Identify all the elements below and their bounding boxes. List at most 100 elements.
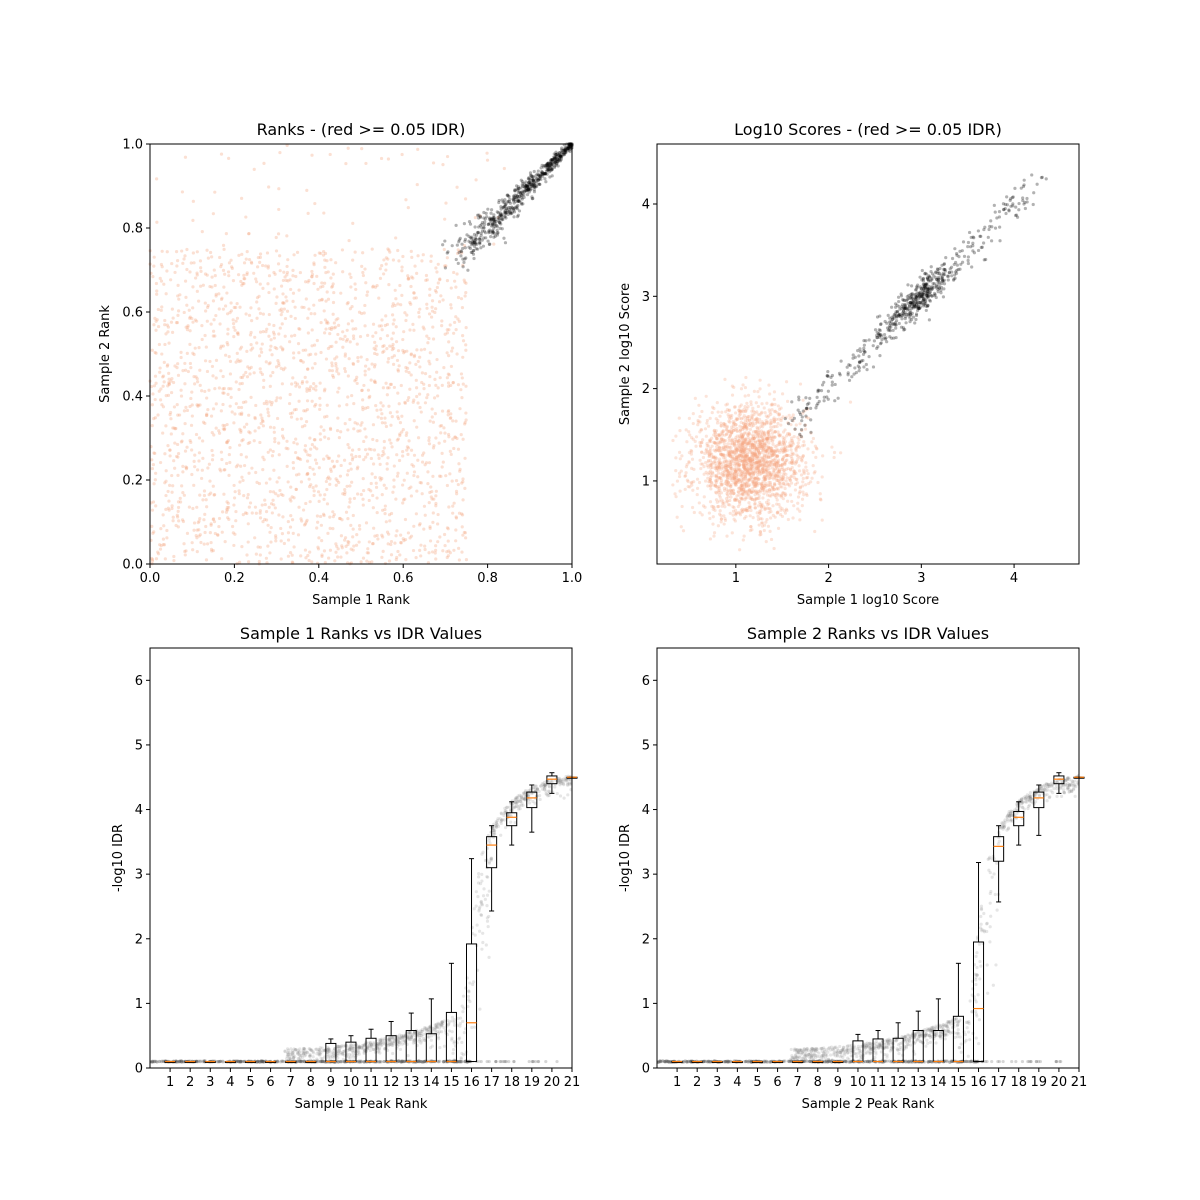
scatter-point-fail bbox=[747, 471, 751, 475]
scatter-point-fail bbox=[267, 414, 271, 418]
scatter-point-fail bbox=[273, 506, 277, 510]
scatter-point-fail bbox=[235, 351, 239, 355]
scatter-point-fail bbox=[463, 420, 467, 425]
scatter-point-fail bbox=[217, 516, 222, 521]
scatter-point-fail bbox=[258, 553, 262, 557]
scatter-point-fail bbox=[395, 410, 399, 414]
scatter-point-fail bbox=[448, 449, 452, 453]
scatter-point-fail bbox=[451, 437, 455, 441]
y-tick-label: 0.2 bbox=[122, 474, 143, 489]
scatter-point-pass bbox=[522, 190, 526, 194]
scatter-point-fail bbox=[707, 440, 712, 444]
scatter-point-pass bbox=[822, 399, 826, 403]
scatter-point-fail bbox=[292, 545, 296, 549]
scatter-point-fail bbox=[737, 493, 741, 497]
scatter-point-fail bbox=[801, 398, 805, 402]
scatter-point-fail bbox=[701, 504, 706, 508]
scatter-point-fail bbox=[365, 551, 369, 555]
scatter-point-pass bbox=[483, 217, 487, 221]
scatter-point-fail bbox=[403, 517, 408, 522]
scatter-point-pass bbox=[511, 197, 515, 201]
scatter-point-fail bbox=[258, 311, 263, 315]
scatter-point-fail bbox=[348, 307, 352, 311]
scatter-point-fail bbox=[186, 324, 190, 328]
scatter-point-fail bbox=[422, 451, 426, 455]
panel-title: Ranks - (red >= 0.05 IDR) bbox=[257, 120, 466, 139]
scatter-point-fail bbox=[384, 268, 388, 272]
scatter-point-pass bbox=[521, 202, 525, 206]
scatter-point-fail bbox=[779, 495, 783, 499]
scatter-point-fail bbox=[407, 370, 411, 375]
scatter-point-fail bbox=[463, 294, 467, 298]
scatter-point-fail bbox=[228, 446, 232, 450]
scatter-point-fail bbox=[814, 455, 818, 459]
scatter-point-fail bbox=[770, 428, 774, 432]
scatter-point-fail bbox=[445, 154, 450, 159]
scatter-point-fail bbox=[704, 434, 708, 438]
scatter-point-pass bbox=[543, 177, 547, 181]
scatter-point-fail bbox=[376, 415, 380, 419]
scatter-point-pass bbox=[993, 210, 997, 214]
scatter-point-fail bbox=[239, 429, 243, 433]
scatter-point-fail bbox=[387, 248, 391, 252]
scatter-point-fail bbox=[713, 459, 717, 463]
scatter-point-fail bbox=[778, 482, 782, 486]
scatter-point-fail bbox=[690, 457, 695, 461]
scatter-point-fail bbox=[464, 325, 468, 330]
scatter-point-pass bbox=[538, 176, 542, 181]
scatter-point-fail bbox=[288, 392, 292, 397]
scatter-point-fail bbox=[457, 249, 461, 253]
scatter-point-fail bbox=[331, 375, 336, 379]
scatter-point-fail bbox=[371, 284, 375, 288]
scatter-point-fail bbox=[341, 270, 345, 274]
scatter-point-fail bbox=[461, 339, 466, 343]
scatter-point-fail bbox=[699, 462, 703, 466]
scatter-point-pass bbox=[562, 153, 566, 157]
scatter-point-fail bbox=[217, 429, 221, 433]
scatter-point-fail bbox=[752, 436, 756, 440]
scatter-point-fail bbox=[222, 247, 226, 251]
scatter-point-fail bbox=[401, 537, 405, 541]
scatter-point-fail bbox=[360, 388, 364, 392]
scatter-point-fail bbox=[336, 416, 340, 420]
scatter-point-fail bbox=[226, 516, 230, 520]
scatter-point-pass bbox=[532, 185, 537, 189]
scatter-point-fail bbox=[761, 487, 765, 491]
scatter-point-pass bbox=[550, 167, 554, 171]
scatter-point-fail bbox=[800, 497, 805, 501]
scatter-point-fail bbox=[392, 346, 396, 350]
scatter-point-fail bbox=[318, 403, 322, 407]
scatter-point-fail bbox=[241, 438, 245, 442]
scatter-point-pass bbox=[488, 230, 492, 234]
scatter-point-pass bbox=[786, 422, 791, 426]
scatter-point-fail bbox=[195, 319, 199, 323]
scatter-point-fail bbox=[414, 296, 418, 300]
scatter-point-fail bbox=[351, 513, 355, 518]
scatter-point-fail bbox=[197, 346, 201, 350]
scatter-point-fail bbox=[806, 447, 810, 451]
scatter-point-fail bbox=[191, 218, 195, 222]
scatter-point-fail bbox=[776, 478, 780, 483]
scatter-point-fail bbox=[345, 473, 350, 477]
scatter-point-fail bbox=[337, 436, 341, 440]
scatter-point-fail bbox=[723, 424, 727, 429]
scatter-point-fail bbox=[164, 493, 168, 498]
scatter-point-fail bbox=[308, 485, 312, 489]
scatter-point-pass bbox=[517, 199, 521, 204]
scatter-point-fail bbox=[338, 337, 342, 341]
scatter-point-fail bbox=[258, 282, 262, 286]
scatter-point-fail bbox=[278, 326, 282, 330]
scatter-point-fail bbox=[736, 457, 741, 461]
scatter-point-pass bbox=[468, 236, 473, 240]
scatter-point-fail bbox=[394, 557, 398, 562]
scatter-point-pass bbox=[495, 231, 499, 235]
scatter-point-fail bbox=[446, 554, 450, 558]
scatter-point-fail bbox=[221, 423, 225, 427]
scatter-point-fail bbox=[745, 427, 749, 432]
scatter-point-pass bbox=[550, 160, 554, 164]
scatter-point-pass bbox=[488, 216, 492, 220]
scatter-point-fail bbox=[271, 449, 275, 454]
scatter-point-pass bbox=[563, 148, 568, 152]
scatter-point-fail bbox=[708, 500, 713, 504]
scatter-point-fail bbox=[696, 423, 700, 427]
